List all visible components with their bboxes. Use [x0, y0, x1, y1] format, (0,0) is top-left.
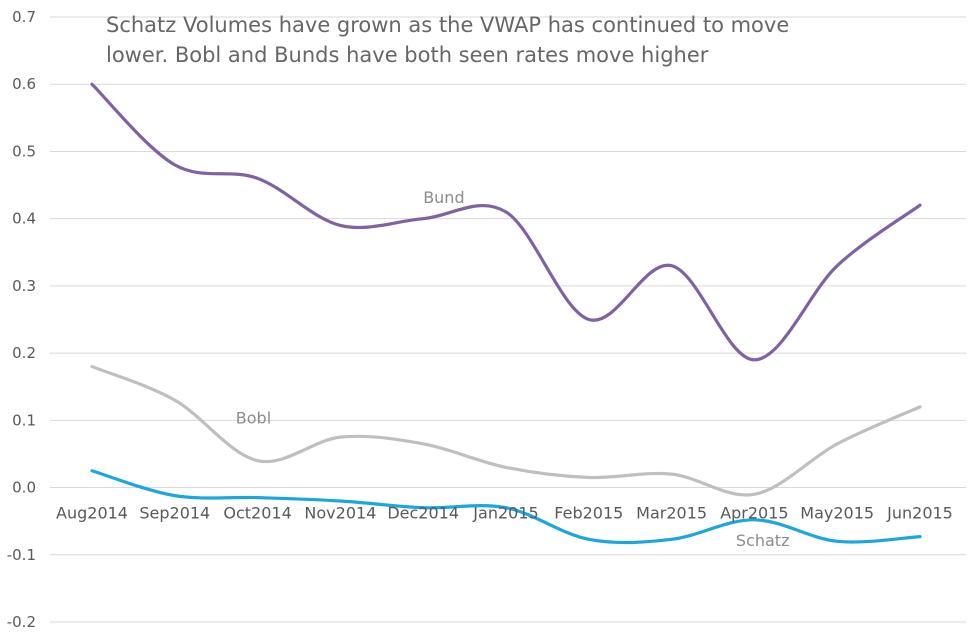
y-tick-label: 0.5	[12, 142, 36, 160]
y-tick-label: 0.7	[12, 8, 36, 26]
x-tick-label: Apr2015	[720, 504, 788, 523]
grid-lines	[50, 16, 966, 623]
x-tick-label: Dec2014	[387, 504, 459, 523]
y-tick-label: 0.6	[12, 75, 36, 93]
y-tick-label: 0.1	[12, 411, 36, 429]
y-tick-label: 0.4	[12, 210, 36, 228]
x-tick-label: Sep2014	[139, 504, 210, 523]
series-labels: Bund Bobl Schatz	[236, 188, 790, 550]
series-lines	[90, 82, 922, 545]
x-tick-label: Aug2014	[56, 504, 128, 523]
x-tick-label: Nov2014	[304, 504, 376, 523]
x-axis-ticks: Aug2014 Sep2014 Oct2014 Nov2014 Dec2014 Jan20…	[56, 504, 953, 523]
series-label-bobl: Bobl	[236, 409, 271, 428]
y-tick-label: 0.2	[12, 344, 36, 362]
annotation-line-1: Schatz Volumes have grown as the VWAP ha…	[106, 13, 789, 37]
x-tick-label: Feb2015	[554, 504, 623, 523]
y-tick-label: 0.3	[12, 277, 36, 295]
x-tick-label: Oct2014	[223, 504, 291, 523]
y-axis-ticks: -0.2 -0.1 0.0 0.1 0.2 0.3 0.4 0.5 0.6 0.7	[7, 8, 36, 631]
x-tick-label: Jan2015	[472, 504, 538, 523]
x-tick-label: May2015	[800, 504, 874, 523]
y-tick-label: -0.1	[7, 546, 36, 564]
annotation-line-2: lower. Bobl and Bunds have both seen rat…	[106, 43, 709, 67]
y-tick-label: 0.0	[12, 479, 36, 497]
series-line-bobl	[90, 364, 922, 497]
series-line-bund	[90, 82, 922, 362]
series-label-schatz: Schatz	[736, 531, 790, 550]
x-tick-label: Mar2015	[636, 504, 707, 523]
x-tick-label: Jun2015	[886, 504, 953, 523]
y-tick-label: -0.2	[7, 613, 36, 631]
series-label-bund: Bund	[423, 188, 464, 207]
